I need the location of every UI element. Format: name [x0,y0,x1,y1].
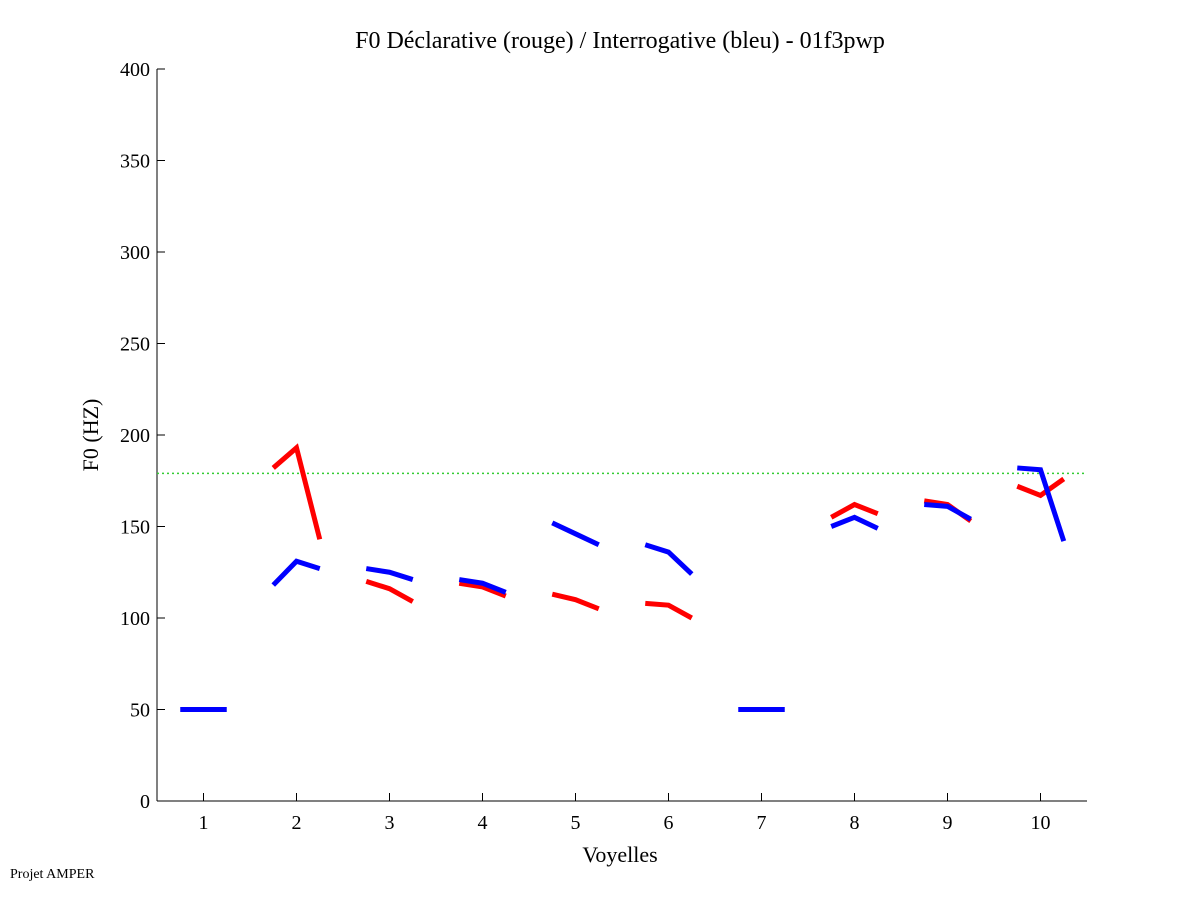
y-tick-label: 0 [140,791,150,813]
interrogative-segment-v6 [644,542,694,576]
interrogative-segment-v5 [551,520,600,548]
y-tick-label: 100 [120,608,150,630]
interrogative-segment-v9 [924,502,972,522]
interrogative-segment-v4 [458,577,507,595]
y-tick-label: 400 [120,59,150,81]
x-tick-label: 10 [1031,812,1051,834]
interrogative-segment-v2 [271,558,321,587]
x-tick-label: 9 [943,812,953,834]
interrogative-segment-v3 [365,566,414,582]
declarative-segment-v4 [458,580,507,599]
x-tick-label: 6 [664,812,674,834]
y-tick-label: 50 [130,700,150,722]
x-tick-label: 7 [757,812,767,834]
y-tick-label: 200 [120,425,150,447]
interrogative-segment-v8 [830,514,879,531]
chart-title: F0 Déclarative (rouge) / Interrogative (… [355,28,885,54]
y-tick-label: 300 [120,242,150,264]
footer-label: Projet AMPER [10,867,95,882]
x-axis-label: Voyelles [582,842,657,867]
y-tick-label: 250 [120,334,150,356]
declarative-segment-v8 [830,501,879,520]
x-tick-label: 4 [478,812,488,834]
declarative-segment-v5 [551,591,600,612]
declarative-segment-v10 [1016,476,1066,499]
x-tick-label: 2 [292,812,302,834]
declarative-segment-v2 [271,443,323,540]
x-tick-label: 5 [571,812,581,834]
x-tick-label: 3 [385,812,395,834]
declarative-segment-v3 [365,579,414,604]
declarative-segment-v6 [645,600,693,621]
x-tick-label: 8 [850,812,860,834]
y-tick-label: 150 [120,517,150,539]
x-tick-label: 1 [199,812,209,834]
interrogative-segment-v10 [1017,465,1067,542]
y-axis-label: F0 (HZ) [78,399,103,472]
y-tick-label: 350 [120,151,150,173]
